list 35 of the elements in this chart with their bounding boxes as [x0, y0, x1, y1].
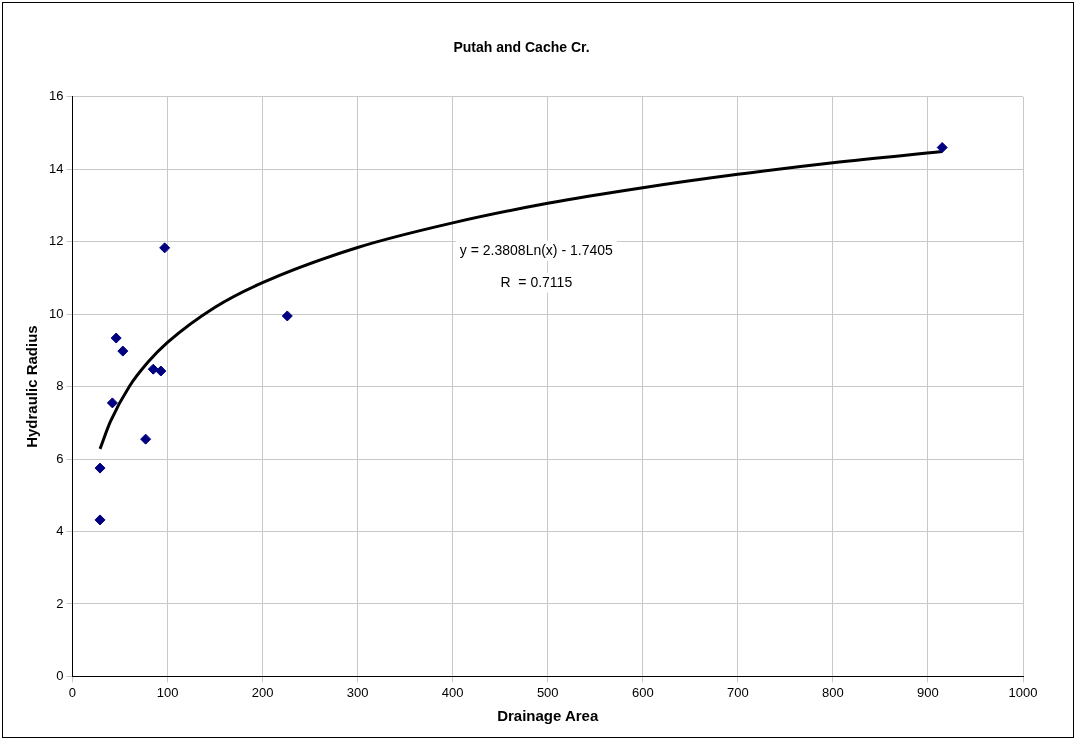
x-tick-label: 300	[346, 684, 369, 700]
y-tick-label: 12	[48, 233, 64, 249]
annotation: y = 2.3808Ln(x) - 1.7405	[459, 241, 613, 258]
point	[110, 332, 122, 344]
point	[936, 142, 948, 154]
x-tick-label: 0	[68, 684, 77, 700]
y-axis-title: Hydraulic Radius	[23, 325, 41, 448]
x-tick-label: 100	[156, 684, 179, 700]
point	[159, 242, 171, 254]
point	[117, 345, 129, 357]
x-tick-label: 200	[251, 684, 274, 700]
x-tick-label: 400	[441, 684, 464, 700]
x-tick-label: 800	[822, 684, 844, 700]
y-tick-label: 6	[56, 450, 64, 466]
x-axis-title: Drainage Area	[497, 707, 599, 725]
point	[94, 462, 106, 474]
x-tick-label: 1000	[1008, 684, 1038, 700]
chart-title: Putah and Cache Cr.	[453, 39, 590, 56]
y-tick-label: 8	[56, 378, 64, 394]
y-tick-label: 2	[56, 595, 64, 611]
x-tick-label: 900	[917, 684, 939, 700]
point	[155, 365, 167, 377]
y-tick-label: 10	[48, 305, 64, 321]
y-tick-label: 14	[48, 160, 64, 176]
x-tick-label: 600	[631, 684, 654, 700]
point	[140, 433, 152, 445]
x-tick-label: 500	[536, 684, 559, 700]
point	[106, 397, 118, 409]
y-tick-label: 16	[48, 88, 64, 104]
point	[281, 310, 293, 322]
y-tick-label: 0	[56, 667, 64, 683]
y-tick-label: 4	[56, 523, 64, 539]
x-tick-label: 700	[726, 684, 749, 700]
point	[94, 514, 106, 526]
annotation: R = 0.7115	[500, 273, 573, 290]
